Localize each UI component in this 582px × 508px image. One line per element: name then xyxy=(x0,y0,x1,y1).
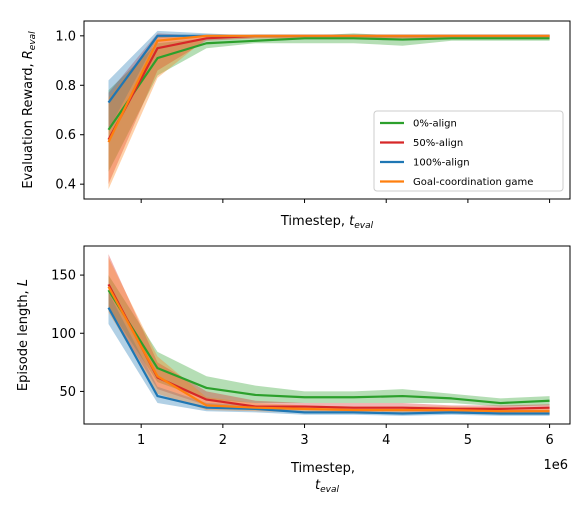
bottom-panel: 50 100 150 1 2 3 4 5 6 Episode length, L Timestep,… xyxy=(16,245,571,495)
legend-entry: 100%-align xyxy=(413,158,470,169)
y-tick-label: 100 xyxy=(51,327,76,342)
y-axis-label: Episode length, L xyxy=(16,279,31,391)
y-tick-label: 0.4 xyxy=(55,178,76,193)
series-line xyxy=(107,289,550,405)
legend-box xyxy=(373,110,564,192)
y-tick-label: 0.8 xyxy=(55,79,76,94)
series-line xyxy=(107,34,550,143)
confidence-band xyxy=(108,257,550,415)
x-tick-label: 3 xyxy=(300,433,308,448)
x-tick-label: 4 xyxy=(382,433,390,448)
legend-entry: 0%-align xyxy=(413,119,457,130)
y-tick-label: 150 xyxy=(51,269,76,284)
plot-area xyxy=(107,254,550,416)
axes-frame xyxy=(83,20,571,200)
top-panel: 0.4 0.6 0.8 1.0 Evaluation Reward, Reval Time… xyxy=(21,20,571,231)
x-axis-label-line1: Timestep, xyxy=(290,461,355,476)
series-line xyxy=(107,37,550,131)
x-tick-label: 2 xyxy=(219,433,227,448)
axes-frame xyxy=(83,245,571,425)
y-tick-label: 50 xyxy=(59,385,76,400)
series-line xyxy=(107,307,550,415)
legend: 0%-align 50%-align 100%-align Goal-coordina… xyxy=(373,110,564,192)
series-line xyxy=(107,286,550,413)
y-axis-label: Evaluation Reward, Reval xyxy=(21,31,38,189)
y-tick-label: 0.6 xyxy=(55,128,76,143)
series-line xyxy=(107,283,550,410)
x-tick-label: 6 xyxy=(545,433,553,448)
legend-entry: Goal-coordination game xyxy=(413,177,533,188)
axis-offset-text: 1e6 xyxy=(543,458,568,473)
x-axis-label-line2: teval xyxy=(315,478,339,495)
x-tick-label: 1 xyxy=(137,433,145,448)
x-axis-label: Timestep, teval xyxy=(280,214,374,231)
x-tick-label: 5 xyxy=(464,433,472,448)
legend-entry: 50%-align xyxy=(413,138,463,149)
plot-area xyxy=(107,30,550,190)
y-tick-label: 1.0 xyxy=(55,29,76,44)
